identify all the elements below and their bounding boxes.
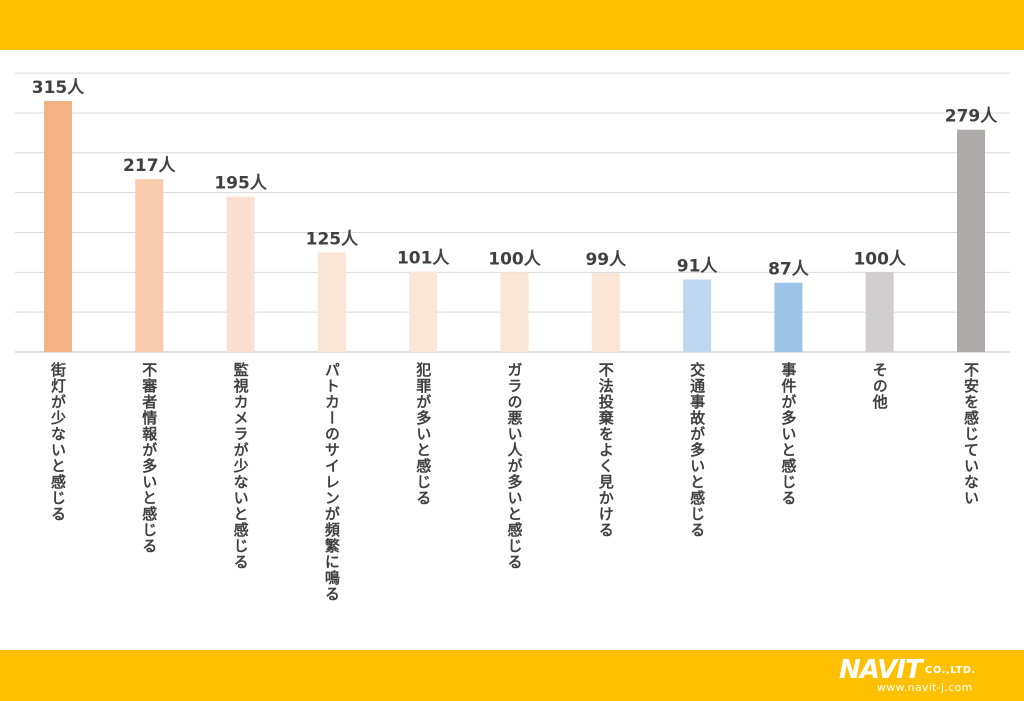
bar-value-label: 195人 xyxy=(214,174,267,194)
bar xyxy=(774,282,803,352)
category-label: ガラの悪い人が多いと感じる xyxy=(505,362,524,570)
category-label: 犯罪が多いと感じる xyxy=(414,362,433,506)
bar-value-label: 279人 xyxy=(945,107,998,127)
bar-value-label: 125人 xyxy=(306,229,359,249)
category-label: パトカーのサイレンが頻繁に鳴る xyxy=(322,362,341,602)
logo-url: www.navit-j.com xyxy=(877,681,973,694)
bar-value-label: 91人 xyxy=(677,256,719,276)
category-label: 監視カメラが少ないと感じる xyxy=(231,362,250,570)
category-label: 不審者情報が多いと感じる xyxy=(140,362,159,554)
bar xyxy=(409,271,438,352)
bar-value-label: 100人 xyxy=(853,249,906,269)
bar-value-label: 217人 xyxy=(123,156,176,176)
logo-company-suffix: CO.,LTD. xyxy=(925,665,976,676)
bar xyxy=(591,273,620,352)
bar-value-label: 315人 xyxy=(32,78,85,98)
category-label: その他 xyxy=(870,362,889,410)
company-logo: NAVIT CO.,LTD. www.navit-j.com xyxy=(839,656,1014,696)
bar-value-label: 100人 xyxy=(488,249,541,269)
bar xyxy=(683,279,712,352)
category-label: 街灯が少ないと感じる xyxy=(49,362,67,522)
logo-wordmark: NAVIT xyxy=(839,655,923,685)
bottom-banner: NAVIT CO.,LTD. www.navit-j.com xyxy=(0,650,1024,701)
category-label: 事件が多いと感じる xyxy=(779,362,798,506)
top-banner xyxy=(0,0,1024,50)
category-label: 交通事故が多いと感じる xyxy=(688,362,707,538)
bar xyxy=(135,179,164,352)
bar xyxy=(957,129,985,352)
bar-value-label: 87人 xyxy=(768,260,810,280)
bar xyxy=(317,252,346,352)
bar xyxy=(44,101,72,352)
category-label: 不法投棄をよく見かける xyxy=(596,362,615,538)
bar-value-label: 99人 xyxy=(585,250,627,270)
bar xyxy=(500,272,529,352)
bar-value-label: 101人 xyxy=(397,249,450,269)
category-label: 不安を感じていない xyxy=(962,362,980,506)
bar xyxy=(226,196,255,352)
bar-chart: 315人 217人 195人 125人 101人 100人 99人 91人 87人 100人 279… xyxy=(15,72,1010,353)
bar xyxy=(865,272,894,352)
